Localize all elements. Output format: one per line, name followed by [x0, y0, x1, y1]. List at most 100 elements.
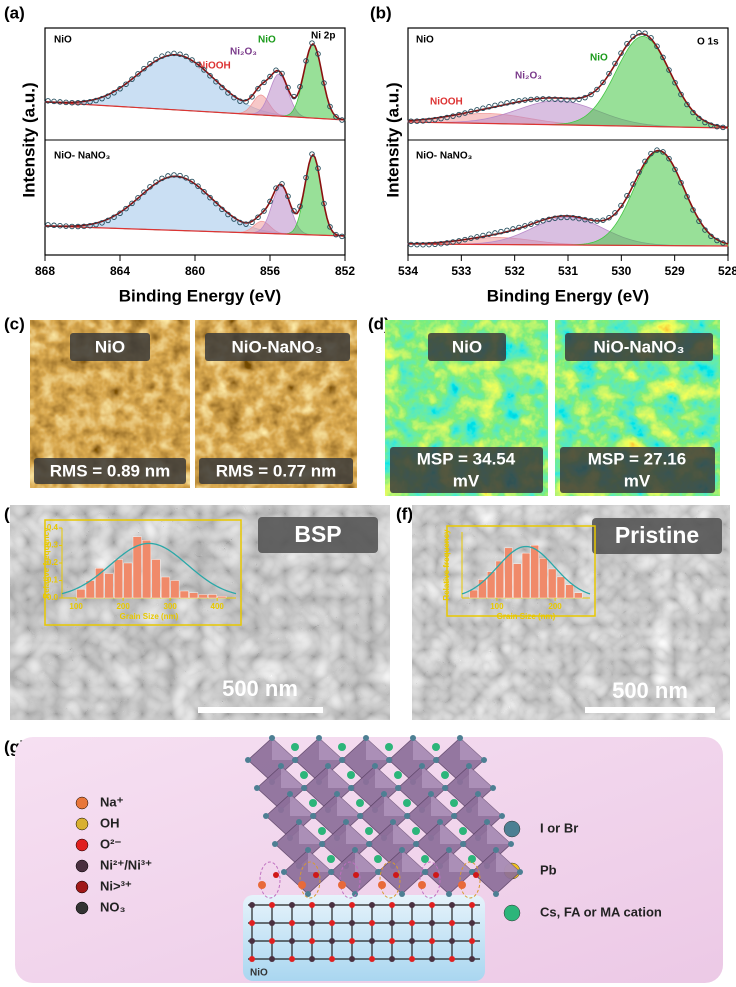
histogram-bar	[486, 571, 496, 599]
halide-ion	[419, 763, 425, 769]
data-point	[249, 94, 255, 100]
o-ion	[409, 956, 415, 962]
halide-ion	[310, 813, 316, 819]
data-point	[273, 67, 279, 74]
data-point	[117, 86, 123, 92]
data-point	[225, 211, 231, 218]
data-point	[528, 96, 534, 103]
x-axis-label: Binding Energy (eV)	[119, 286, 281, 305]
o-ion	[309, 938, 315, 944]
ni-ion	[409, 938, 415, 944]
halide-ion	[446, 891, 452, 897]
octahedron-face	[355, 850, 379, 872]
legend-label: Na⁺	[100, 794, 124, 809]
data-point	[708, 122, 714, 128]
schematic-background	[15, 737, 723, 983]
data-point	[93, 97, 99, 104]
data-point	[468, 108, 474, 115]
data-point	[315, 51, 321, 57]
data-point	[303, 174, 309, 181]
interaction-zone	[339, 861, 361, 899]
o-ion	[449, 956, 455, 962]
halide-ion	[490, 785, 496, 791]
ni-ion	[329, 902, 335, 908]
ni-ion	[469, 920, 475, 926]
histogram-bar	[469, 589, 478, 599]
a-cation	[309, 799, 317, 807]
a-cation	[441, 771, 449, 779]
data-point	[171, 50, 177, 57]
data-point	[243, 221, 249, 227]
halide-ion	[381, 791, 387, 797]
data-point	[606, 214, 612, 221]
data-point	[171, 172, 177, 178]
data-point	[636, 30, 642, 36]
a-cation	[347, 771, 355, 779]
substrate-label: NiO	[250, 968, 268, 979]
data-point	[558, 96, 564, 103]
data-point	[504, 227, 510, 234]
a-cation	[412, 827, 420, 835]
histogram-bar	[548, 568, 557, 599]
panel-label: (a)	[4, 3, 25, 22]
panel-label: (b)	[370, 3, 392, 22]
ion	[418, 881, 426, 889]
y-tick-label: 0.0	[47, 593, 59, 602]
x-tick-label: 532	[505, 264, 525, 278]
o-ion	[449, 920, 455, 926]
data-point	[444, 240, 450, 246]
legend-swatch	[75, 817, 89, 831]
data-point	[117, 210, 123, 217]
halide-ion	[481, 757, 487, 763]
label-box	[70, 333, 150, 361]
ion	[298, 881, 306, 889]
halide-ion	[413, 841, 419, 847]
panel-label: (d)	[368, 314, 390, 333]
a-cation	[421, 855, 429, 863]
ni-ion	[289, 938, 295, 944]
data-point	[213, 200, 219, 207]
halide-ion	[334, 791, 340, 797]
histogram-bar	[530, 545, 539, 599]
data-point	[153, 56, 159, 63]
data-point	[450, 113, 456, 119]
data-point	[255, 214, 261, 220]
data-point	[261, 208, 267, 214]
data-point	[426, 241, 432, 248]
histogram-bar	[208, 594, 217, 599]
data-point	[147, 184, 153, 190]
panel-e: (e) BSP 500 nm	[4, 504, 390, 720]
halide-ion	[457, 735, 463, 741]
ni-ion	[349, 920, 355, 926]
data-point	[177, 172, 183, 179]
data-point	[297, 83, 303, 90]
o-ion	[429, 902, 435, 908]
data-point	[93, 221, 99, 228]
data-point	[123, 81, 129, 87]
octahedron-face	[366, 738, 390, 760]
data-point	[696, 218, 702, 224]
x-tick-label: 864	[110, 264, 130, 278]
data-point	[291, 93, 297, 100]
histogram-bar	[217, 596, 227, 599]
legend-label: Ni²⁺/Ni³⁺	[100, 857, 152, 872]
data-point	[51, 98, 57, 105]
octahedron-face	[440, 822, 464, 844]
data-point	[534, 96, 540, 102]
halide-ion	[484, 819, 490, 825]
halide-ion	[316, 735, 322, 741]
data-point	[546, 96, 552, 102]
data-point	[408, 241, 414, 248]
core-level: Ni 2p	[311, 31, 335, 42]
octahedron-face	[413, 738, 437, 760]
data-point	[498, 101, 504, 107]
histogram-bar	[170, 580, 180, 599]
label-box	[34, 458, 186, 484]
legend-label: OH	[100, 815, 120, 830]
data-point	[618, 202, 624, 209]
y-tick-label: 0.4	[47, 523, 59, 532]
data-point	[273, 185, 279, 191]
data-point	[183, 175, 189, 181]
octahedron-face	[449, 850, 473, 872]
o-ion	[409, 920, 415, 926]
